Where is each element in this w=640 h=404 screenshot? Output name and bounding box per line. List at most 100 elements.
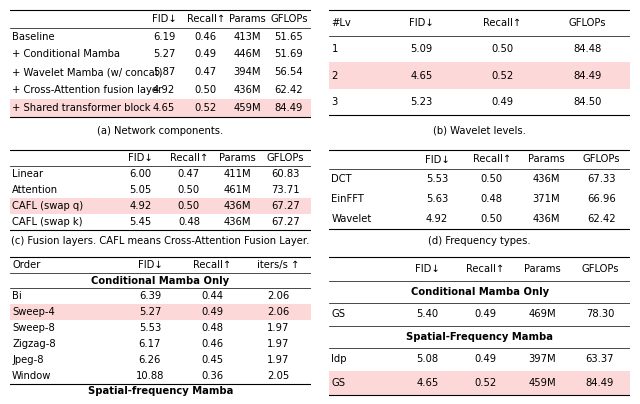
Text: 4.65: 4.65 [153,103,175,113]
Text: 78.30: 78.30 [586,309,614,320]
Text: Recall↑: Recall↑ [187,14,225,24]
Text: 62.42: 62.42 [275,85,303,95]
Text: 51.69: 51.69 [275,49,303,59]
Text: Recall↑: Recall↑ [483,18,522,28]
Text: Order: Order [12,261,40,270]
Text: 0.52: 0.52 [195,103,217,113]
Text: Params: Params [528,154,565,164]
Text: 5.27: 5.27 [139,307,161,317]
Text: 0.47: 0.47 [178,168,200,179]
Text: Recall↑: Recall↑ [472,154,511,164]
Text: 1.97: 1.97 [267,339,289,349]
FancyBboxPatch shape [10,99,311,116]
Text: 84.49: 84.49 [573,71,602,80]
Text: 6.19: 6.19 [153,32,175,42]
Text: 469M: 469M [529,309,556,320]
Text: 5.53: 5.53 [426,175,448,184]
Text: DCT: DCT [332,175,352,184]
Text: FID↓: FID↓ [152,14,177,24]
Text: 5.40: 5.40 [417,309,439,320]
Text: + Shared transformer block: + Shared transformer block [12,103,150,113]
Text: FID↓: FID↓ [138,261,163,270]
Text: 0.48: 0.48 [481,194,502,204]
Text: 0.49: 0.49 [201,307,223,317]
Text: Spatial-frequency Mamba: Spatial-frequency Mamba [88,386,233,396]
Text: 0.49: 0.49 [474,354,496,364]
Text: 0.50: 0.50 [481,175,503,184]
Text: FID↓: FID↓ [415,264,440,274]
Text: EinFFT: EinFFT [332,194,364,204]
Text: 0.48: 0.48 [178,217,200,227]
Text: 1.97: 1.97 [267,323,289,333]
Text: Conditional Mamba Only: Conditional Mamba Only [411,287,548,297]
Text: 5.63: 5.63 [426,194,448,204]
Text: 0.47: 0.47 [195,67,217,77]
Text: GFLOPs: GFLOPs [581,264,619,274]
Text: 0.52: 0.52 [474,378,496,388]
Text: 6.39: 6.39 [139,291,161,301]
Text: (d) Frequency types.: (d) Frequency types. [428,236,531,246]
Text: 84.49: 84.49 [275,103,303,113]
Text: CAFL (swap q): CAFL (swap q) [12,201,83,211]
Text: 5.05: 5.05 [129,185,152,195]
Text: 4.65: 4.65 [410,71,433,80]
Text: 397M: 397M [529,354,556,364]
Text: Jpeg-8: Jpeg-8 [12,355,44,365]
Text: GS: GS [332,309,346,320]
Text: 73.71: 73.71 [271,185,300,195]
FancyBboxPatch shape [329,63,630,88]
Text: Bi: Bi [12,291,22,301]
Text: 0.46: 0.46 [201,339,223,349]
Text: 0.49: 0.49 [195,49,217,59]
Text: 5.87: 5.87 [153,67,175,77]
Text: 0.50: 0.50 [178,185,200,195]
Text: 1: 1 [332,44,338,55]
Text: 60.83: 60.83 [271,168,300,179]
Text: 411M: 411M [223,168,251,179]
Text: Spatial-Frequency Mamba: Spatial-Frequency Mamba [406,332,553,342]
Text: 4.92: 4.92 [153,85,175,95]
Text: 5.45: 5.45 [129,217,152,227]
Text: Linear: Linear [12,168,43,179]
Text: 436M: 436M [532,175,560,184]
Text: 459M: 459M [529,378,556,388]
Text: 0.50: 0.50 [178,201,200,211]
Text: 0.49: 0.49 [491,97,513,107]
Text: 0.49: 0.49 [474,309,496,320]
Text: 3: 3 [332,97,338,107]
Text: 84.48: 84.48 [573,44,602,55]
Text: 84.50: 84.50 [573,97,602,107]
Text: 2.06: 2.06 [267,307,289,317]
Text: Sweep-8: Sweep-8 [12,323,55,333]
Text: Recall↑: Recall↑ [193,261,232,270]
Text: GFLOPs: GFLOPs [569,18,607,28]
Text: 371M: 371M [532,194,560,204]
FancyBboxPatch shape [10,198,311,214]
Text: 0.50: 0.50 [491,44,513,55]
Text: 56.54: 56.54 [275,67,303,77]
Text: FID↓: FID↓ [128,153,153,162]
Text: 461M: 461M [223,185,251,195]
Text: 6.00: 6.00 [130,168,152,179]
Text: 436M: 436M [223,201,251,211]
Text: 0.48: 0.48 [201,323,223,333]
Text: 2.06: 2.06 [267,291,289,301]
Text: 436M: 436M [532,214,560,224]
FancyBboxPatch shape [329,371,630,395]
Text: 394M: 394M [234,67,261,77]
Text: 6.17: 6.17 [139,339,161,349]
Text: CAFL (swap k): CAFL (swap k) [12,217,83,227]
Text: 436M: 436M [234,85,261,95]
Text: 6.26: 6.26 [139,355,161,365]
Text: 5.53: 5.53 [139,323,161,333]
Text: Sweep-4: Sweep-4 [12,307,55,317]
Text: 4.92: 4.92 [129,201,152,211]
Text: GFLOPs: GFLOPs [270,14,308,24]
Text: 0.52: 0.52 [491,71,513,80]
Text: GS: GS [332,378,346,388]
Text: 436M: 436M [223,217,251,227]
Text: 0.45: 0.45 [201,355,223,365]
Text: 2: 2 [332,71,338,80]
Text: Params: Params [219,153,255,162]
Text: (c) Fusion layers. CAFL means Cross-Attention Fusion Layer.: (c) Fusion layers. CAFL means Cross-Atte… [11,236,310,246]
